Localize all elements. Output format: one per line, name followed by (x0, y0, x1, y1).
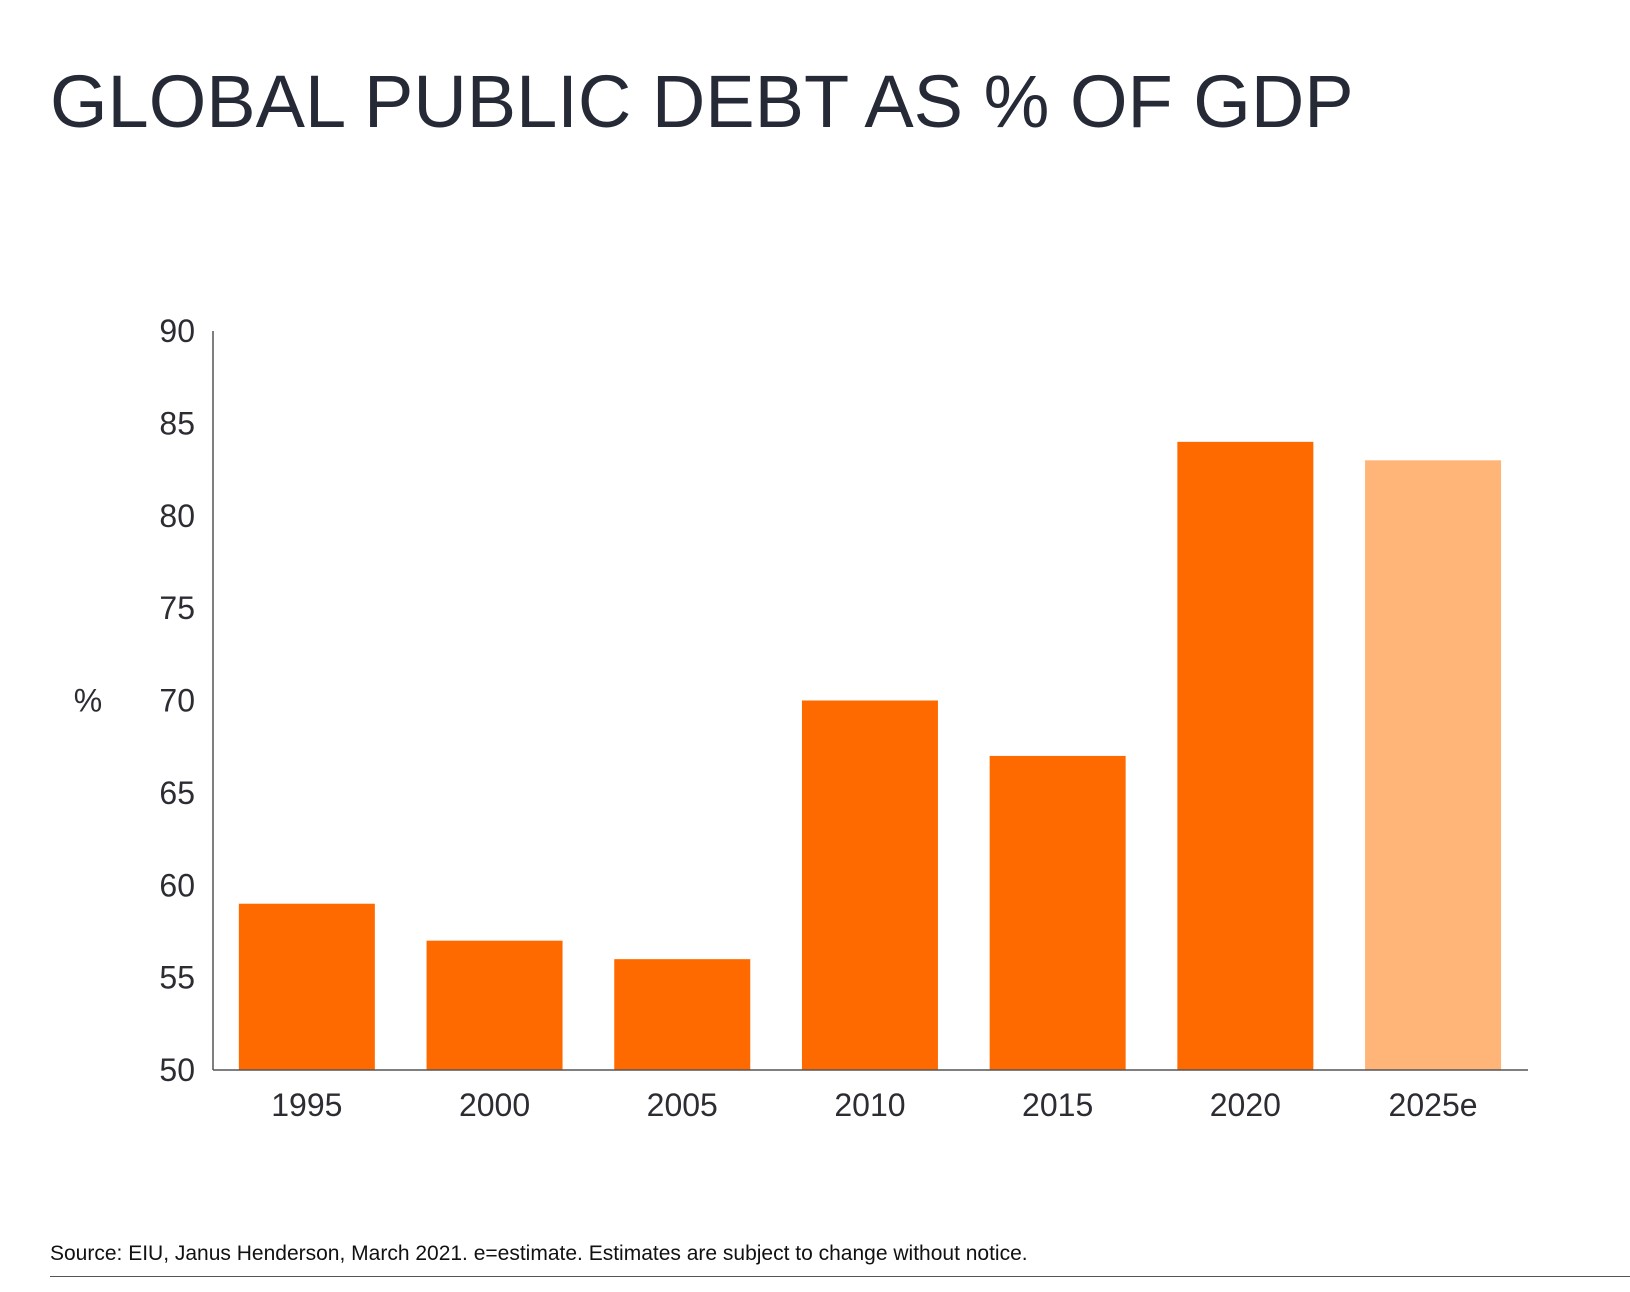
bar-2005 (614, 959, 751, 1070)
y-tick-label: 70 (159, 683, 195, 719)
bars (238, 441, 1502, 1071)
bar-2015 (989, 755, 1126, 1070)
x-tick-label: 1995 (271, 1087, 342, 1123)
bar-1995 (238, 903, 375, 1070)
y-tick-label: 65 (159, 775, 195, 811)
bar-2025e (1365, 460, 1502, 1070)
y-tick-label: 85 (159, 405, 195, 441)
source-divider (50, 1276, 1630, 1277)
x-tick-label: 2020 (1210, 1087, 1281, 1123)
y-tick-label: 50 (159, 1052, 195, 1088)
y-tick-label: 60 (159, 867, 195, 903)
x-tick-label: 2025e (1389, 1087, 1478, 1123)
bar-2010 (801, 700, 938, 1070)
y-tick-label: 80 (159, 498, 195, 534)
x-tick-label: 2000 (459, 1087, 530, 1123)
y-tick-label: 90 (159, 313, 195, 349)
chart-title: GLOBAL PUBLIC DEBT AS % OF GDP (50, 60, 1354, 143)
x-tick-label: 2010 (834, 1087, 905, 1123)
y-tick-label: 55 (159, 960, 195, 996)
y-tick-label: 75 (159, 590, 195, 626)
bar-2000 (426, 940, 563, 1070)
y-axis: 50 55 60 65 70 75 80 85 90 (159, 313, 214, 1088)
x-axis: 1995 2000 2005 2010 2015 2020 2025e (213, 1069, 1528, 1123)
x-tick-label: 2005 (647, 1087, 718, 1123)
y-axis-label: % (74, 683, 102, 719)
x-tick-label: 2015 (1022, 1087, 1093, 1123)
source-note: Source: EIU, Janus Henderson, March 2021… (50, 1242, 1028, 1265)
bar-2020 (1177, 441, 1314, 1071)
